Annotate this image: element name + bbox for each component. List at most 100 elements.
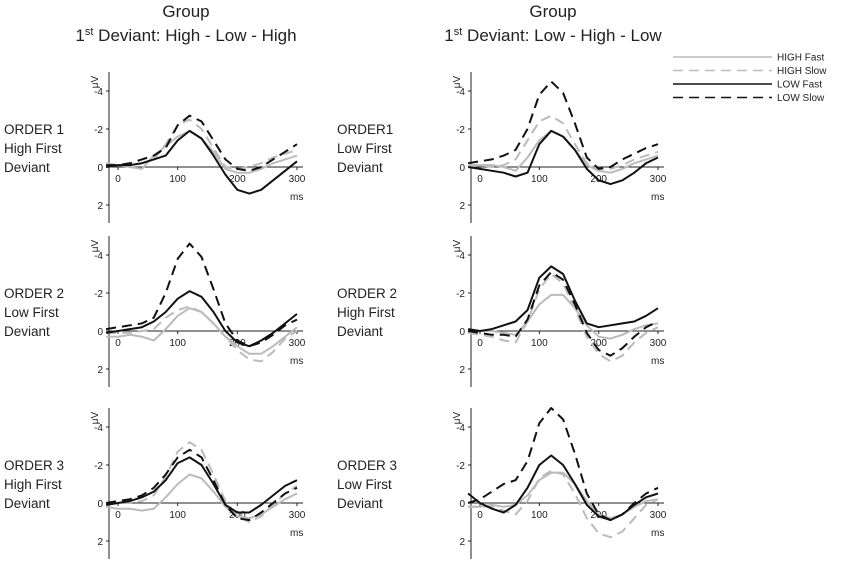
y-tick-label: -4 xyxy=(456,251,465,262)
y-tick-label: -2 xyxy=(94,289,103,300)
left-condition-title: 1st Deviant: High - Low - High xyxy=(75,26,296,45)
panel-4: ORDER 2 High First Deviant -4 -2 0 2 μV 0 100 200 3… xyxy=(337,236,667,387)
series-line-high-slow xyxy=(106,305,298,363)
row-label-line-2: High First xyxy=(337,305,395,320)
x-tick-label: 0 xyxy=(477,510,483,521)
legend-label-low-fast: LOW Fast xyxy=(777,80,822,91)
y-tick-label: -2 xyxy=(456,289,465,300)
x-tick-label: 100 xyxy=(169,174,186,185)
y-tick-label: -4 xyxy=(456,87,465,98)
y-tick-label: -4 xyxy=(94,251,103,262)
x-tick-label: 0 xyxy=(115,510,121,521)
series-line-low-slow xyxy=(467,271,659,357)
row-label-line-2: High First xyxy=(4,141,62,156)
x-tick-label: 300 xyxy=(289,510,306,521)
series-line-low-slow xyxy=(467,80,659,170)
series-line-high-slow xyxy=(468,114,659,170)
right-group-title: Group xyxy=(529,2,576,21)
series-line-high-slow xyxy=(468,469,659,539)
y-tick-label: 2 xyxy=(459,537,465,548)
y-tick-label: 0 xyxy=(459,499,465,510)
right-title-prefix: 1 xyxy=(444,26,453,45)
series-line-low-slow xyxy=(105,448,298,522)
y-tick-label: 0 xyxy=(97,163,103,174)
y-axis-label: μV xyxy=(452,411,463,424)
series-line-low-slow xyxy=(105,242,298,348)
series-line-low-fast xyxy=(467,129,659,186)
x-tick-label: 300 xyxy=(650,510,667,521)
row-label-line-3: Deviant xyxy=(4,324,50,339)
x-tick-label: 100 xyxy=(169,510,186,521)
series-line-high-fast xyxy=(467,293,659,340)
row-label-line-3: Deviant xyxy=(337,324,383,339)
x-tick-label: 300 xyxy=(289,338,306,349)
y-tick-label: 2 xyxy=(97,537,103,548)
legend-label-high-slow: HIGH Slow xyxy=(777,66,827,77)
x-tick-label: 100 xyxy=(531,174,548,185)
series-line-low-fast xyxy=(105,456,298,514)
y-axis-label: μV xyxy=(452,75,463,88)
x-axis-label: ms xyxy=(290,356,303,367)
row-label-line-1: ORDER 2 xyxy=(337,286,397,301)
series-line-high-slow xyxy=(105,441,298,523)
series-line-low-fast xyxy=(105,290,298,348)
x-tick-label: 300 xyxy=(650,174,667,185)
left-title-rest: Deviant: High - Low - High xyxy=(93,26,296,45)
x-tick-label: 200 xyxy=(229,174,246,185)
x-tick-label: 300 xyxy=(289,174,306,185)
y-axis-label: μV xyxy=(90,239,101,252)
series-line-high-fast xyxy=(468,471,659,520)
y-tick-label: 2 xyxy=(459,365,465,376)
row-label-line-1: ORDER 3 xyxy=(4,458,64,473)
row-label-line-2: Low First xyxy=(337,477,392,492)
legend: HIGH Fast HIGH Slow LOW Fast LOW Slow xyxy=(673,53,827,104)
row-label-line-3: Deviant xyxy=(337,496,383,511)
series-line-low-fast xyxy=(467,454,659,522)
legend-label-high-fast: HIGH Fast xyxy=(777,53,824,64)
legend-label-low-slow: LOW Slow xyxy=(777,93,825,104)
x-tick-label: 300 xyxy=(650,338,667,349)
y-tick-label: 0 xyxy=(97,499,103,510)
y-axis-label: μV xyxy=(90,411,101,424)
y-tick-label: 2 xyxy=(97,201,103,212)
y-tick-label: -2 xyxy=(94,461,103,472)
row-label-line-3: Deviant xyxy=(337,160,383,175)
x-axis-label: ms xyxy=(290,192,303,203)
x-tick-label: 100 xyxy=(169,338,186,349)
x-tick-label: 0 xyxy=(477,338,483,349)
x-axis-label: ms xyxy=(651,356,664,367)
row-label-line-2: Low First xyxy=(337,141,392,156)
x-tick-label: 100 xyxy=(531,338,548,349)
row-label-line-3: Deviant xyxy=(4,496,50,511)
x-tick-label: 0 xyxy=(115,174,121,185)
x-tick-label: 0 xyxy=(115,338,121,349)
series-line-high-slow xyxy=(467,273,659,363)
row-label-line-2: High First xyxy=(4,477,62,492)
y-tick-label: 2 xyxy=(459,201,465,212)
y-tick-label: 2 xyxy=(97,365,103,376)
y-tick-label: -4 xyxy=(456,423,465,434)
y-axis-label: μV xyxy=(452,239,463,252)
x-axis-label: ms xyxy=(651,528,664,539)
panel-1: ORDER 1 High First Deviant -4 -2 0 2 μV 0 100 200 3… xyxy=(4,72,306,223)
x-tick-label: 100 xyxy=(531,510,548,521)
row-label-line-1: ORDER1 xyxy=(337,122,393,137)
y-tick-label: -2 xyxy=(94,125,103,136)
left-group-title: Group xyxy=(162,2,209,21)
y-tick-label: 0 xyxy=(459,327,465,338)
x-axis-label: ms xyxy=(290,528,303,539)
y-tick-label: 0 xyxy=(459,163,465,174)
row-label-line-2: Low First xyxy=(4,305,59,320)
right-title-sup: st xyxy=(454,26,463,38)
y-tick-label: -2 xyxy=(456,125,465,136)
y-tick-label: -4 xyxy=(94,87,103,98)
x-tick-label: 200 xyxy=(590,338,607,349)
row-label-line-1: ORDER 3 xyxy=(337,458,397,473)
series-line-low-slow xyxy=(106,114,298,172)
series-line-low-fast xyxy=(467,265,659,332)
